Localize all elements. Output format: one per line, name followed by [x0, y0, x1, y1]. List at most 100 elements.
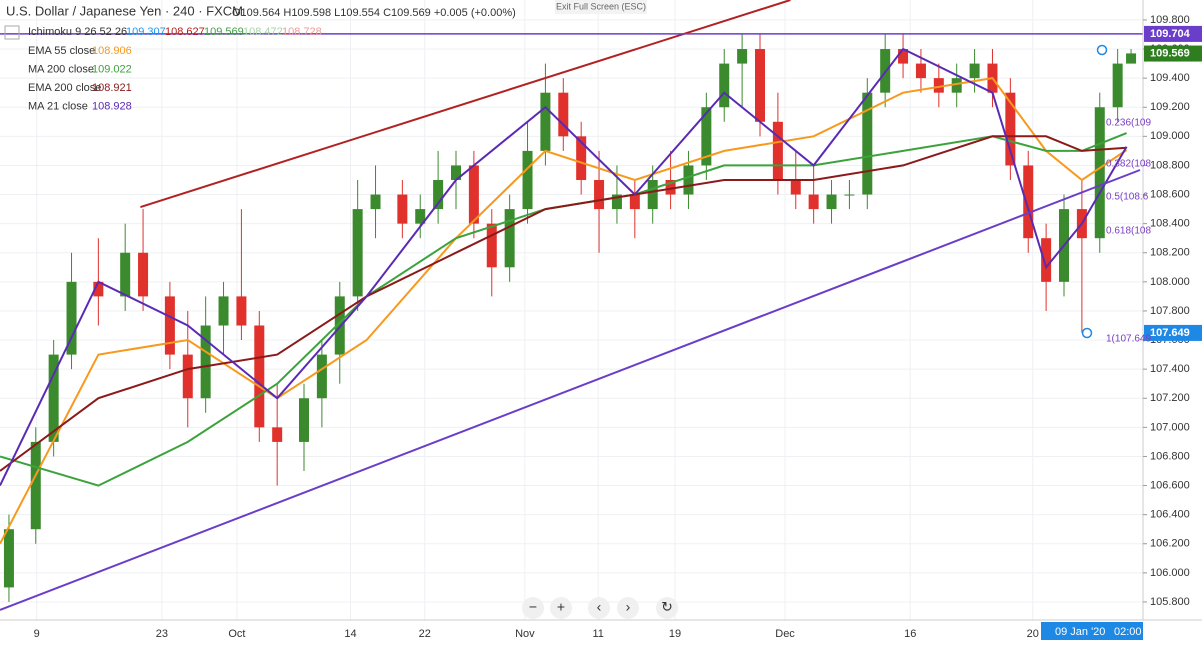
x-tick-label: 14	[344, 628, 356, 640]
candle-body	[594, 179, 605, 210]
candle-body	[486, 223, 497, 268]
legend-name: EMA 55 close	[28, 45, 95, 57]
candle-body	[898, 49, 909, 64]
x-tick-label: 20	[1027, 628, 1039, 640]
candle-body	[1023, 165, 1034, 239]
y-tick-label: 105.800	[1150, 596, 1190, 608]
candle-body	[1005, 92, 1016, 166]
fib-label: 0.5(108.6	[1106, 192, 1149, 203]
y-tick-label: 109.200	[1150, 101, 1190, 113]
price-label-box	[1144, 324, 1202, 341]
candle-body	[719, 63, 730, 108]
candle-body	[826, 194, 837, 210]
legend-value: 109.022	[92, 63, 132, 75]
candle-body	[844, 194, 855, 196]
price-label-box	[1144, 25, 1202, 42]
y-tick-label: 107.800	[1150, 305, 1190, 317]
grid	[0, 0, 1143, 620]
fib-anchor[interactable]	[1096, 44, 1108, 56]
candle-body	[200, 325, 211, 399]
banner[interactable]: Exit Full Screen (ESC)	[556, 1, 646, 11]
toolbar-button[interactable]: ↻	[661, 599, 673, 615]
candle-body	[647, 179, 658, 210]
legend-value: 108.906	[92, 45, 132, 57]
y-tick-label: 107.000	[1150, 421, 1190, 433]
candle-body	[790, 179, 801, 195]
candle-body	[48, 354, 59, 442]
candle-body	[433, 179, 444, 210]
candle-body	[1041, 238, 1052, 282]
toolbar: − + ‹ › ↻	[522, 597, 678, 619]
fib-anchor[interactable]	[1081, 327, 1093, 339]
chart-title: U.S. Dollar / Japanese Yen · 240 · FXCM	[6, 3, 243, 18]
legend-name: EMA 200 close	[28, 82, 101, 94]
candle-body	[540, 92, 551, 151]
fib-label: 1(107.649	[1106, 334, 1151, 345]
candle-body	[164, 296, 175, 355]
candle-body	[1094, 107, 1105, 239]
candle-body	[254, 325, 265, 428]
toolbar-button[interactable]: ‹	[597, 599, 602, 615]
banner-bg[interactable]	[555, 0, 647, 14]
candle-body	[915, 63, 926, 79]
x-tick-label: 22	[419, 628, 431, 640]
y-tick-label: 106.200	[1150, 538, 1190, 550]
trendline	[0, 169, 1141, 611]
candle-body	[451, 165, 461, 180]
legend-value: 108.921	[92, 82, 132, 94]
y-tick-label: 109.400	[1150, 72, 1190, 84]
candle-body	[558, 92, 569, 137]
candle-body	[66, 281, 77, 355]
crosshair-time: 02:00	[1114, 626, 1142, 638]
candle-body	[629, 194, 640, 210]
candle-body	[772, 121, 783, 180]
toolbar-button-bg[interactable]	[522, 597, 544, 619]
y-tick-label: 109.000	[1150, 130, 1190, 142]
candle-body	[138, 252, 149, 297]
candle-body	[755, 49, 765, 122]
price-label: 109.569	[1150, 47, 1190, 59]
price-axis	[1143, 0, 1202, 649]
candle-body	[30, 441, 41, 530]
toolbar-button-bg[interactable]	[550, 597, 572, 619]
axes: 105.800 106.000 106.200 106.400 106.600 106.8…	[34, 14, 1202, 640]
x-tick-label: 11	[592, 628, 603, 640]
fib-label: 0.618(108	[1106, 226, 1151, 237]
toolbar-button-bg[interactable]	[617, 597, 639, 619]
price-label-box	[1144, 45, 1202, 62]
candle-body	[576, 136, 587, 180]
toolbar-button-bg[interactable]	[588, 597, 610, 619]
toolbar-button[interactable]: ›	[626, 599, 631, 615]
y-tick-label: 106.000	[1150, 567, 1190, 579]
fib-label: 0.382(108	[1106, 159, 1151, 170]
legend-value: 108.472	[243, 26, 283, 38]
legend-value: 108.728	[282, 26, 322, 38]
candle-body	[299, 398, 309, 442]
legend-value: 109.307	[126, 26, 166, 38]
candle-body	[468, 165, 479, 224]
x-tick-label: 9	[34, 628, 40, 640]
y-tick-label: 107.400	[1150, 363, 1190, 375]
candle-body	[737, 49, 748, 64]
toolbar-button-bg[interactable]	[656, 597, 678, 619]
candle-body	[370, 194, 381, 210]
candle-body	[701, 107, 712, 166]
candle-body	[93, 281, 104, 297]
toolbar-button[interactable]: −	[529, 599, 537, 615]
candle-body	[611, 194, 622, 210]
collapse-button[interactable]	[4, 25, 20, 40]
candle-body	[808, 194, 819, 210]
candle-body	[120, 252, 131, 297]
legend-value: 109.569	[204, 26, 244, 38]
toolbar-button[interactable]: +	[557, 599, 565, 615]
price-label: 107.649	[1150, 327, 1190, 339]
indicator-line	[0, 77, 1128, 545]
candle-body	[236, 296, 247, 326]
y-tick-label: 106.400	[1150, 509, 1190, 521]
candle-body	[862, 92, 873, 195]
candle-body	[933, 78, 944, 93]
x-tick-label: 16	[904, 628, 916, 640]
